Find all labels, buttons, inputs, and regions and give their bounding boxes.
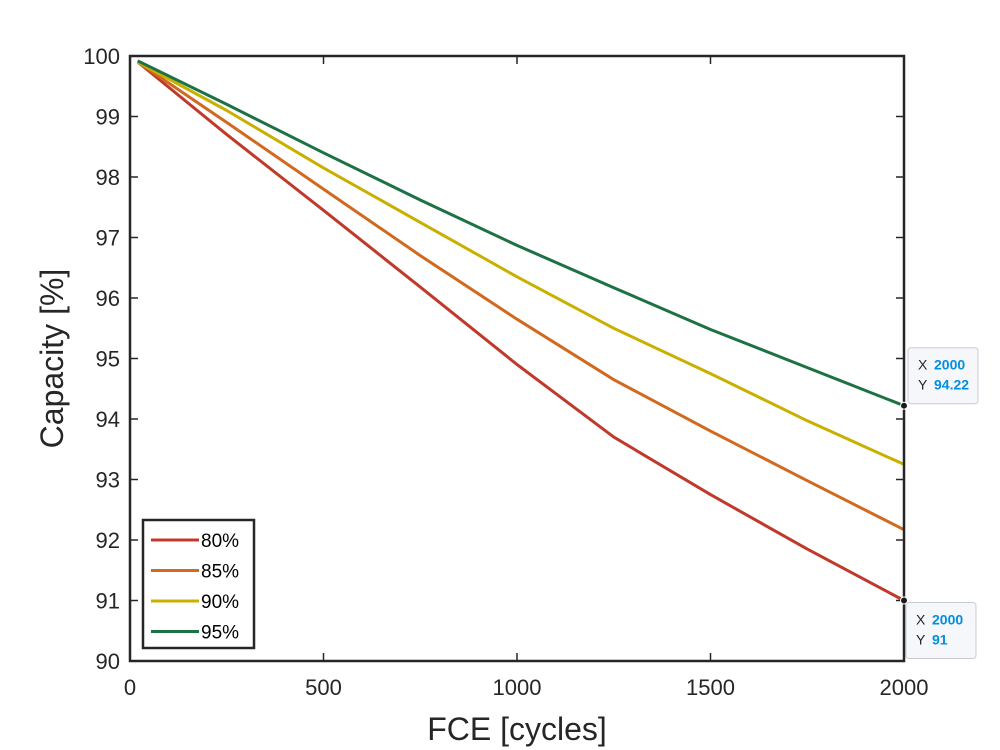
datatip-marker[interactable]: [900, 596, 908, 605]
x-tick-label: 1000: [493, 675, 542, 700]
datatip-box: [905, 602, 977, 659]
series-line-1: [136, 60, 905, 532]
datatip-x-key: X: [916, 612, 926, 628]
datatip-x-value: 2000: [932, 612, 963, 628]
y-tick-label: 94: [96, 407, 120, 432]
series-line-3: [137, 59, 905, 408]
x-tick-label: 500: [305, 675, 342, 700]
x-axis-label: FCE [cycles]: [427, 711, 607, 747]
datatip-y-value: 94.22: [934, 377, 969, 393]
y-axis-label: Capacity [%]: [34, 269, 70, 449]
datatip-x-key: X: [918, 357, 928, 373]
datatip-y-key: Y: [918, 377, 928, 393]
datatip-marker[interactable]: [900, 401, 908, 410]
y-tick-label: 92: [96, 528, 120, 553]
datatip-x-value: 2000: [934, 357, 965, 373]
x-tick-label: 2000: [880, 675, 929, 700]
x-tick-label: 0: [124, 675, 136, 700]
legend-label: 95%: [201, 623, 239, 644]
y-tick-label: 97: [96, 226, 120, 251]
legend: 80% 85% 90% 95%: [141, 518, 256, 650]
y-tick-label: 95: [96, 347, 120, 372]
x-tick-label: 1500: [686, 675, 735, 700]
legend-label: 90%: [201, 592, 239, 613]
y-tick-label: 96: [96, 286, 120, 311]
datatip-y-key: Y: [916, 632, 926, 648]
datatips: X 2000 Y 94.22 X 2000 Y 91: [900, 347, 979, 659]
legend-label: 80%: [201, 531, 239, 552]
series-line-2: [136, 60, 905, 466]
datatip-box: [907, 347, 979, 405]
series-layer: [136, 59, 905, 602]
y-tick-label: 98: [96, 165, 120, 190]
legend-label: 85%: [201, 562, 239, 583]
axes-box: [128, 54, 906, 663]
y-tick-label: 93: [96, 468, 120, 493]
y-tick-label: 91: [96, 589, 120, 614]
y-tick-label: 99: [96, 105, 120, 130]
datatip-y-value: 91: [932, 632, 948, 648]
y-tick-label: 90: [96, 649, 120, 674]
y-tick-label: 100: [83, 44, 120, 69]
series-line-0: [136, 60, 905, 602]
